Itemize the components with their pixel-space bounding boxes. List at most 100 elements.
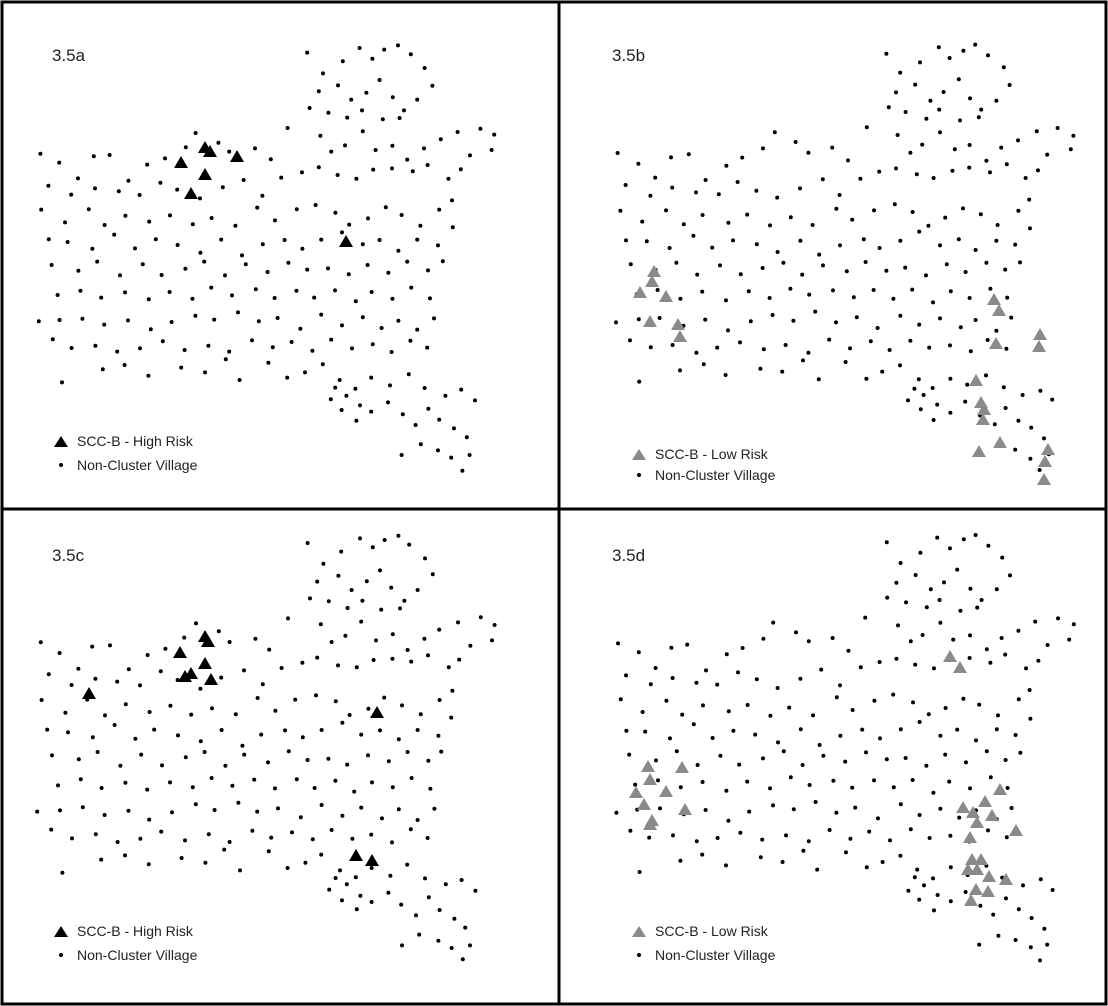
village-dot — [884, 540, 889, 545]
village-dot — [423, 876, 427, 881]
village-dot — [817, 743, 822, 747]
village-dot — [1045, 152, 1050, 157]
village-dot — [831, 288, 835, 293]
village-dot — [1013, 242, 1018, 247]
village-dot — [906, 398, 910, 403]
cluster-triangle-icon — [978, 795, 992, 807]
village-dot — [816, 377, 821, 382]
village-dot — [408, 827, 413, 832]
village-dot — [220, 185, 225, 190]
village-dot — [880, 369, 885, 374]
village-dot — [726, 220, 731, 225]
village-dot — [963, 399, 968, 404]
cluster-triangle-icon — [174, 156, 188, 168]
village-dot — [636, 317, 641, 322]
village-dot — [255, 809, 260, 814]
village-dot — [227, 349, 232, 354]
village-dot — [903, 265, 908, 270]
village-dot — [260, 193, 265, 198]
village-dot — [798, 676, 803, 681]
village-dot — [877, 169, 882, 174]
village-dot — [678, 858, 683, 863]
village-dot — [425, 163, 430, 167]
village-dot — [700, 213, 705, 217]
village-dot — [409, 285, 414, 290]
village-dot — [738, 340, 742, 345]
village-dot — [935, 535, 940, 540]
village-dot — [988, 170, 992, 175]
village-dot — [349, 588, 354, 592]
village-dot — [294, 777, 299, 782]
legend: SCC-B - High Risk Non-Cluster Village — [54, 433, 198, 473]
village-dot — [964, 760, 968, 765]
village-dot — [145, 653, 150, 657]
village-dot — [446, 176, 451, 181]
village-dot — [405, 862, 410, 867]
village-dot — [664, 698, 669, 703]
village-dot — [450, 198, 454, 203]
village-dot — [927, 345, 932, 350]
village-dot — [402, 108, 406, 113]
village-dot — [624, 728, 629, 733]
village-dot — [701, 362, 706, 367]
village-dot — [344, 393, 349, 398]
village-dot — [1004, 346, 1009, 351]
village-dot — [300, 246, 305, 251]
village-dot — [715, 345, 720, 350]
village-dot — [738, 272, 743, 277]
village-dot — [425, 345, 430, 350]
village-dot — [820, 177, 825, 182]
village-dot — [978, 212, 983, 217]
village-dot — [370, 342, 375, 347]
village-dot — [910, 778, 915, 782]
village-dot — [388, 383, 392, 388]
village-dot — [335, 173, 340, 177]
village-dot — [408, 338, 413, 343]
village-dot — [400, 412, 405, 417]
village-dot — [894, 166, 898, 171]
village-dot — [390, 656, 395, 661]
cluster-triangle-icon — [943, 650, 957, 662]
village-dot — [336, 663, 340, 668]
village-dot — [49, 827, 54, 832]
village-dot — [350, 836, 355, 841]
village-dot — [999, 636, 1004, 640]
village-dot — [383, 205, 388, 210]
village-dot — [90, 735, 95, 740]
cluster-triangle-icon — [989, 337, 1003, 349]
village-dot — [460, 957, 465, 962]
village-dot — [360, 598, 365, 603]
village-dot — [147, 219, 152, 224]
village-dot — [364, 90, 369, 95]
cluster-triangle-icon — [993, 436, 1007, 448]
village-dot — [956, 77, 961, 82]
village-dot — [437, 417, 442, 422]
village-dot — [358, 893, 363, 898]
village-dot — [1003, 758, 1008, 762]
village-dot — [365, 263, 370, 267]
village-dot — [726, 709, 731, 714]
village-dot — [422, 146, 426, 151]
village-dot — [1050, 397, 1055, 402]
village-dot — [898, 313, 903, 318]
village-dot — [223, 763, 228, 768]
village-dot — [329, 640, 334, 644]
village-dot — [418, 442, 423, 447]
legend: SCC-B - Low Risk Non-Cluster Village — [632, 446, 776, 483]
legend-village-label: Non-Cluster Village — [655, 947, 776, 963]
village-dot — [46, 183, 51, 188]
village-dot — [390, 785, 395, 790]
village-dot — [359, 619, 364, 624]
village-dot — [913, 573, 918, 577]
village-dot — [867, 829, 872, 834]
village-dot — [1037, 468, 1042, 472]
village-dot — [968, 586, 973, 591]
village-dot — [371, 167, 376, 172]
village-dot — [810, 223, 815, 227]
village-dot — [198, 250, 203, 255]
village-dot — [437, 627, 442, 632]
village-dot — [806, 350, 811, 355]
cluster-triangle-icon — [966, 806, 980, 818]
village-dot — [627, 752, 632, 757]
village-dot — [410, 169, 415, 174]
